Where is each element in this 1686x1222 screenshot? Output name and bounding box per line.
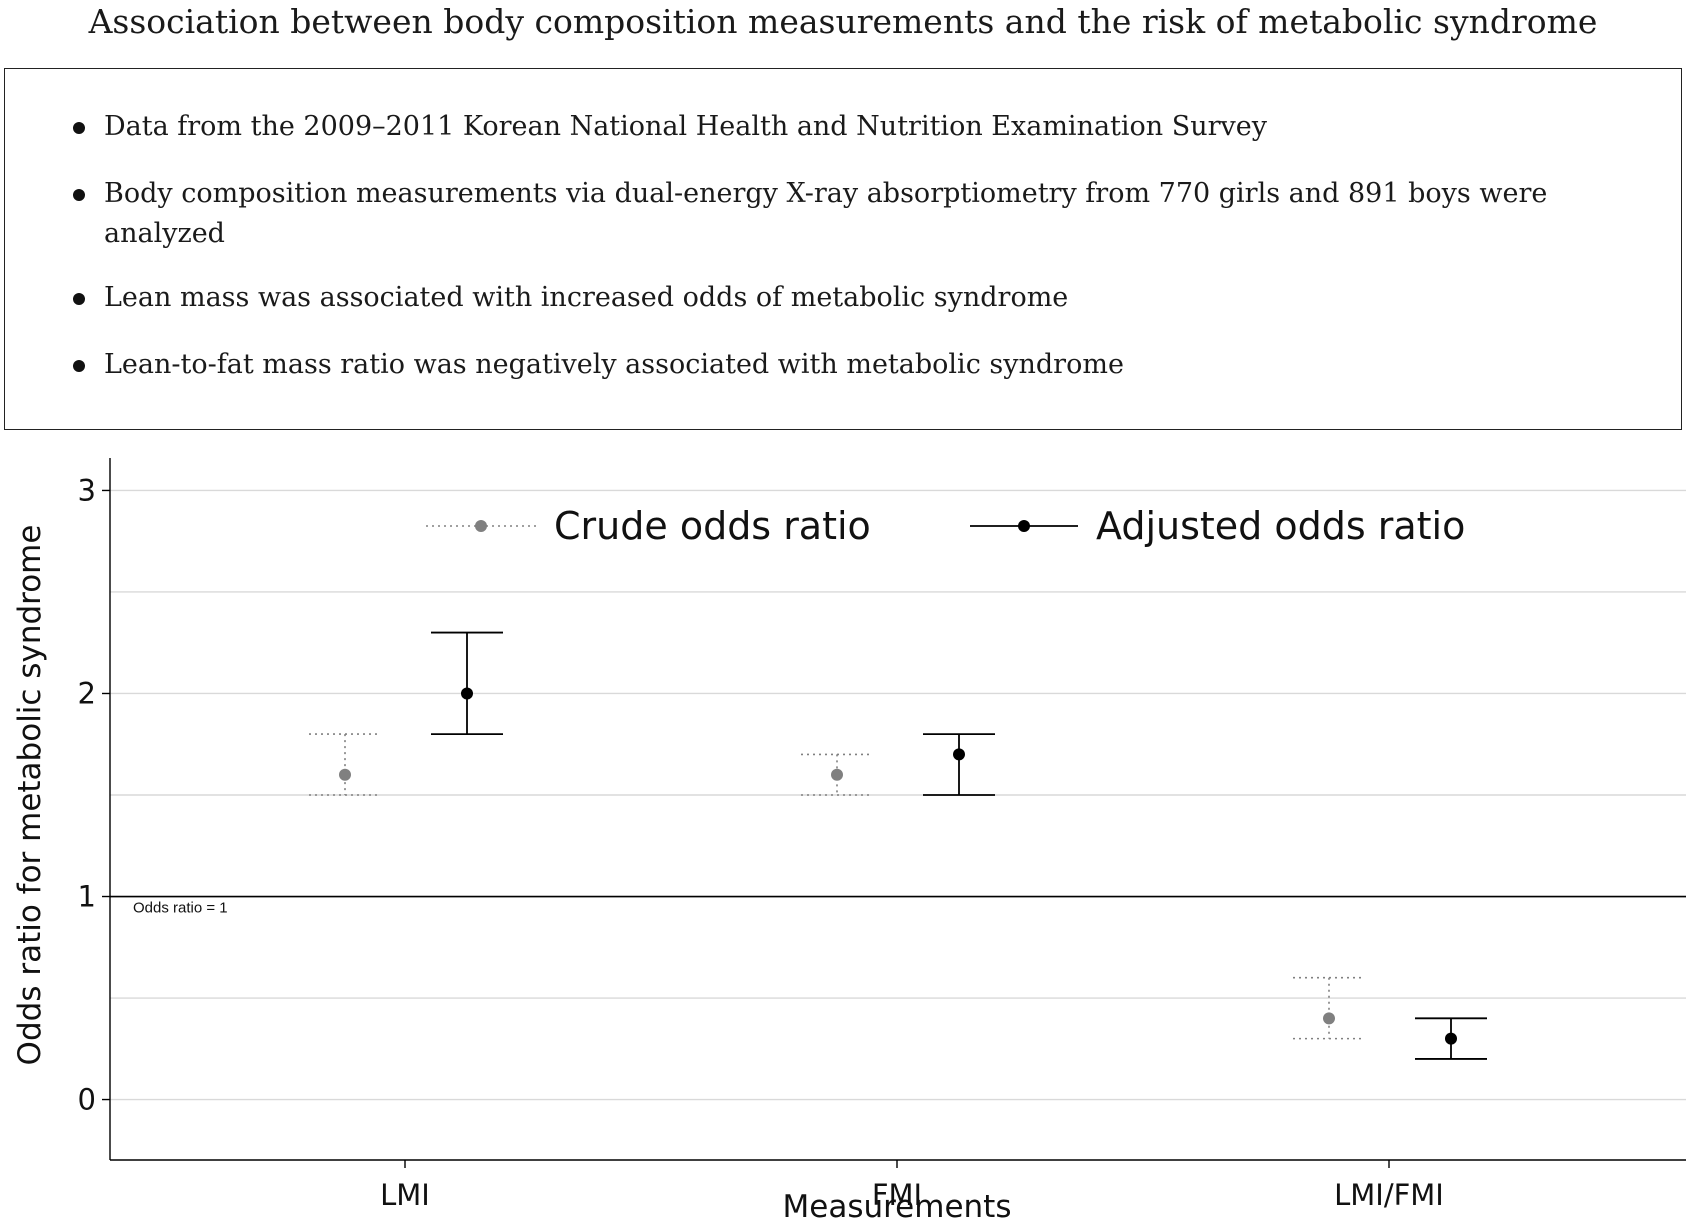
legend-adjusted-label: Adjusted odds ratio <box>1096 504 1465 548</box>
axes <box>109 458 1686 1161</box>
point-range <box>431 631 503 735</box>
legend-item-crude: Crude odds ratio <box>426 504 871 548</box>
summary-box: Data from the 2009–2011 Korean National … <box>4 68 1682 430</box>
point-estimate <box>831 768 843 781</box>
summary-list: Data from the 2009–2011 Korean National … <box>69 107 1649 412</box>
x-axis-title: Measurements <box>783 1189 1012 1222</box>
x-tick-label: LMI/FMI <box>1334 1178 1444 1212</box>
y-tick-label: 3 <box>78 473 96 507</box>
y-tick-label: 2 <box>78 676 96 710</box>
x-axis-ticks: LMI FMI LMI/FMI <box>380 1160 1444 1212</box>
point-estimate <box>1323 1012 1335 1025</box>
y-tick-label: 1 <box>78 880 96 914</box>
summary-item: Lean-to-fat mass ratio was negatively as… <box>69 345 1649 385</box>
point-range-marks <box>309 631 1487 1060</box>
legend-crude-label: Crude odds ratio <box>554 504 871 548</box>
legend-item-adjusted: Adjusted odds ratio <box>970 504 1465 548</box>
point-range <box>1293 976 1365 1040</box>
legend-crude-dot-icon <box>475 520 487 532</box>
x-tick-label: LMI <box>380 1178 430 1212</box>
reference-line-label: Odds ratio = 1 <box>133 900 228 917</box>
summary-text: Lean mass was associated with increased … <box>104 282 1069 313</box>
y-axis-title: Odds ratio for metabolic syndrome <box>12 525 48 1066</box>
point-range <box>923 733 995 796</box>
summary-text: Body composition measurements via dual-e… <box>104 178 1548 249</box>
bullet-icon <box>73 189 85 201</box>
summary-text: Data from the 2009–2011 Korean National … <box>104 111 1268 142</box>
summary-item: Data from the 2009–2011 Korean National … <box>69 107 1649 147</box>
point-range <box>1415 1017 1487 1060</box>
y-tick-label: 0 <box>78 1083 96 1117</box>
bullet-icon <box>73 122 85 134</box>
y-axis-ticks: 0 1 2 3 <box>78 473 110 1117</box>
point-estimate <box>339 768 351 781</box>
legend-adjusted-dot-icon <box>1018 520 1030 532</box>
odds-ratio-chart: Odds ratio = 1 0 1 2 3 LMI FMI LMI/FMI Crude … <box>12 458 1686 1222</box>
point-range <box>309 733 381 796</box>
point-estimate <box>461 687 473 700</box>
summary-text: Lean-to-fat mass ratio was negatively as… <box>104 349 1124 380</box>
bullet-icon <box>73 293 85 305</box>
x-tick-label: FMI <box>872 1178 922 1212</box>
page-title: Association between body composition mea… <box>88 2 1598 41</box>
reference-line-group: Odds ratio = 1 <box>110 895 1686 917</box>
point-estimate <box>1445 1032 1457 1045</box>
point-range <box>801 753 873 796</box>
summary-item: Lean mass was associated with increased … <box>69 278 1649 318</box>
point-estimate <box>953 748 965 761</box>
summary-item: Body composition measurements via dual-e… <box>69 174 1649 254</box>
bullet-icon <box>73 360 85 372</box>
legend: Crude odds ratio Adjusted odds ratio <box>426 504 1465 548</box>
